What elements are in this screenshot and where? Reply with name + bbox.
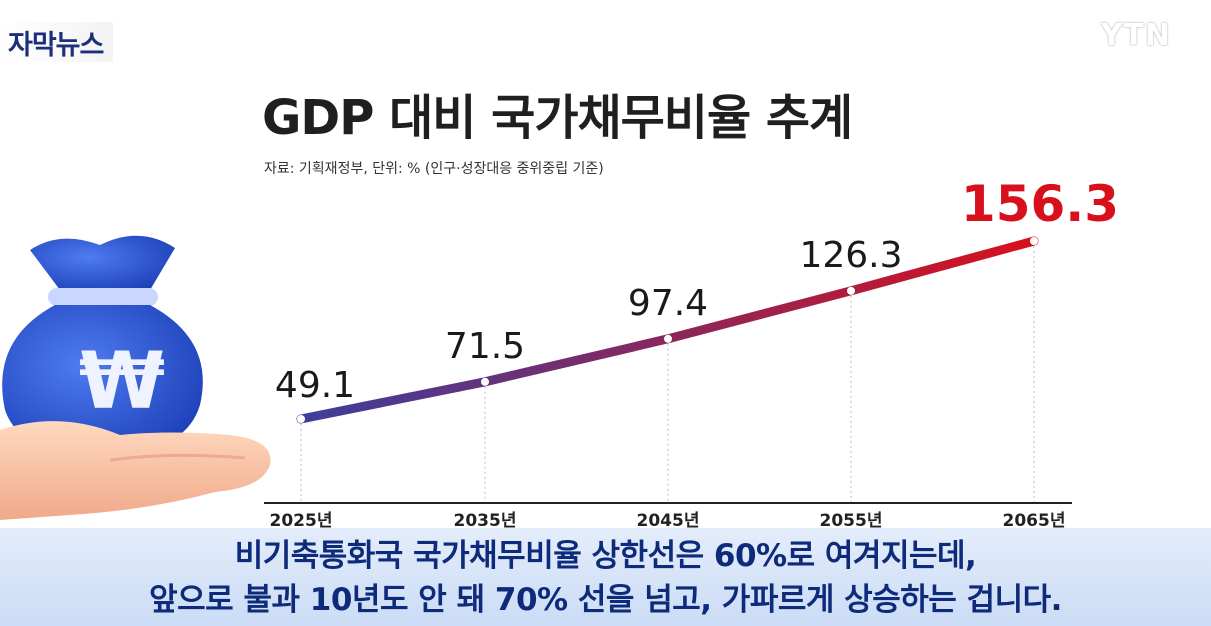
news-category-badge: 자막뉴스 — [0, 22, 114, 62]
x-tick-label: 2065년 — [1003, 511, 1066, 530]
broadcaster-logo: YTN — [1100, 18, 1171, 53]
caption-line-2: 앞으로 불과 10년도 안 돼 70% 선을 넘고, 가파르게 상승하는 겁니다… — [149, 582, 1062, 618]
data-label: 126.3 — [799, 235, 902, 276]
data-point — [664, 334, 672, 343]
x-tick-label: 2035년 — [454, 511, 517, 530]
x-tick-label: 2055년 — [820, 511, 883, 530]
data-label: 71.5 — [445, 326, 525, 367]
line-chart: 49.1 71.5 97.4 126.3 156.3 2025년 2035년 2045년 20… — [264, 175, 1119, 530]
won-symbol: ₩ — [79, 337, 165, 427]
chart-title: GDP 대비 국가채무비율 추계 — [262, 90, 853, 146]
data-point — [847, 286, 855, 295]
chart-subtitle: 자료: 기획재정부, 단위: % (인구·성장대응 중위중립 기준) — [264, 161, 604, 177]
data-point — [481, 377, 489, 386]
data-label: 97.4 — [628, 283, 708, 324]
money-bag-won-icon: ₩ — [0, 235, 271, 520]
x-tick-label: 2025년 — [270, 511, 333, 530]
data-point — [297, 415, 305, 423]
subtitle-caption: 비기축통화국 국가채무비율 상한선은 60%로 여겨지는데, 앞으로 불과 10… — [0, 528, 1211, 626]
caption-line-1: 비기축통화국 국가채무비율 상한선은 60%로 여겨지는데, — [234, 538, 977, 574]
series-line — [296, 236, 1039, 424]
data-label-highlight: 156.3 — [961, 175, 1119, 233]
data-point — [1030, 237, 1038, 245]
x-tick-label: 2045년 — [637, 511, 700, 530]
data-label: 49.1 — [275, 365, 355, 406]
